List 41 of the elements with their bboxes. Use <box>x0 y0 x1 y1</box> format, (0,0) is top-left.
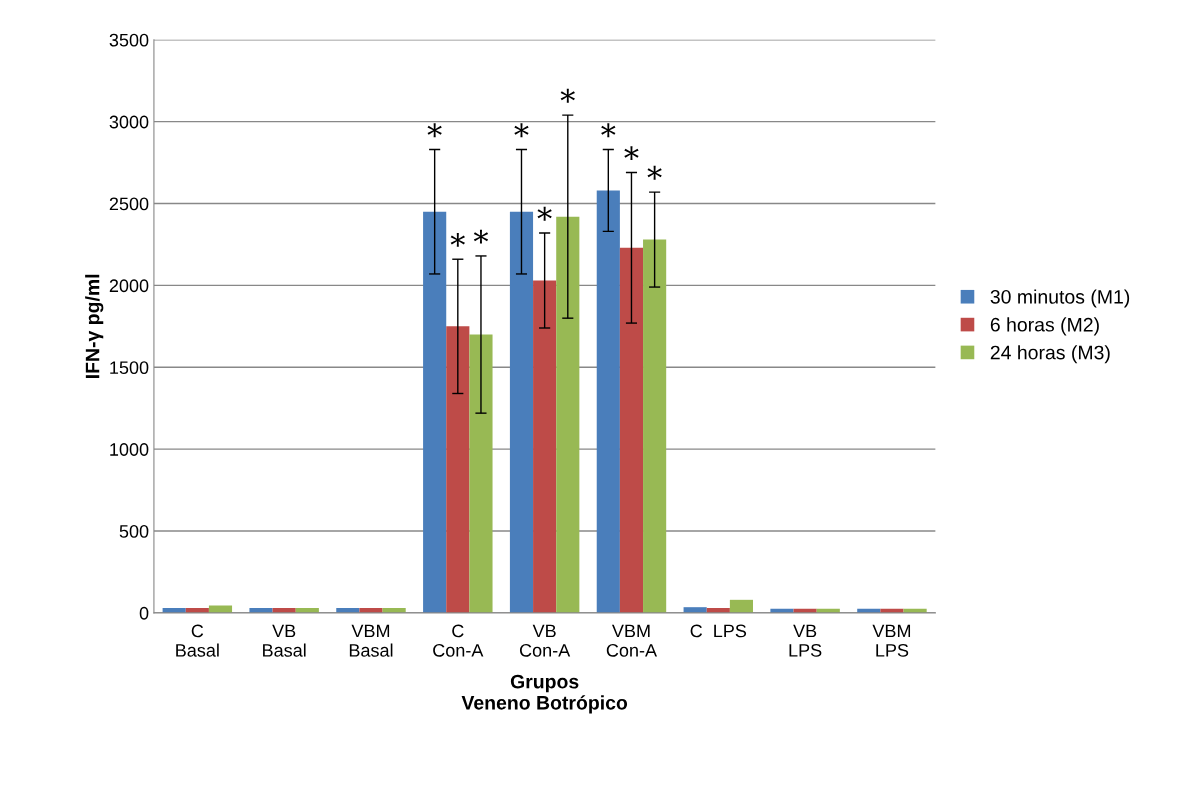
annotation: * <box>450 232 465 247</box>
bar <box>469 334 493 613</box>
x-axis-title: Grupos Veneno Botrópico <box>461 674 628 714</box>
annotation: * <box>647 165 662 180</box>
annotation: * <box>537 206 552 221</box>
legend-label: 6 horas (M2) <box>990 317 1099 336</box>
y-tick-label: 3000 <box>109 115 149 129</box>
x-tick-label: VB Con-A <box>519 624 571 657</box>
bar <box>556 216 580 613</box>
x-tick-label: VB Basal <box>263 624 306 657</box>
bar <box>643 239 667 613</box>
x-tick-label: VBM Con-A <box>606 624 658 657</box>
legend-label: 30 minutos (M1) <box>990 289 1130 308</box>
bar <box>509 211 534 613</box>
y-axis-title: IFN-γ pg/ml <box>85 274 104 378</box>
annotation: * <box>473 229 489 244</box>
bar <box>729 599 754 613</box>
bar <box>446 326 470 613</box>
bar <box>619 247 644 613</box>
x-tick-label: VBM Basal <box>349 624 393 657</box>
y-tick-label: 3500 <box>109 33 149 47</box>
bar <box>533 280 557 613</box>
annotation: * <box>514 123 529 138</box>
bar <box>423 211 447 613</box>
annotation: * <box>624 146 639 161</box>
legend-label: 24 horas (M3) <box>990 345 1110 364</box>
y-tick-label: 0 <box>139 606 149 620</box>
annotation: * <box>427 123 442 138</box>
y-tick-label: 500 <box>119 524 149 538</box>
y-tick-label: 1000 <box>110 443 149 456</box>
x-tick-label: C LPS <box>690 624 747 638</box>
bar <box>596 190 620 613</box>
y-tick-label: 2500 <box>109 197 149 211</box>
x-tick-label: VBM LPS <box>872 624 911 657</box>
annotation: * <box>601 123 616 138</box>
x-tick-label: C Basal <box>176 624 219 657</box>
x-tick-label: VB LPS <box>789 624 822 657</box>
y-tick-label: 2000 <box>109 279 149 293</box>
y-tick-label: 1500 <box>110 361 149 375</box>
annotation: * <box>560 88 575 103</box>
x-tick-label: C Con-A <box>433 624 484 657</box>
